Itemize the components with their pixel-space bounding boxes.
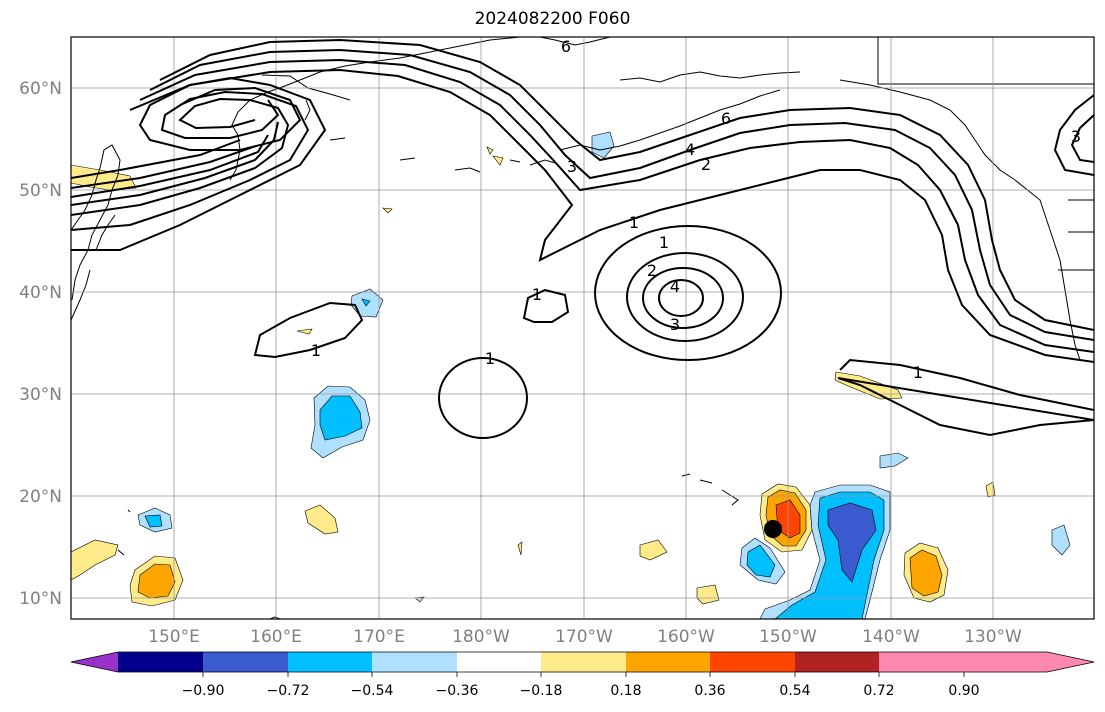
colorbar-tick-label: 0.54 [779,683,810,699]
lon-label: 160°E [250,627,302,647]
lon-label: 150°E [148,627,200,647]
colorbar-segment [288,652,372,672]
lon-label: 130°W [964,627,1022,647]
lon-label: 170°E [353,627,405,647]
colorbar-segment [879,652,964,672]
colorbar-segment [626,652,710,672]
colorbar-tick-label: −0.72 [267,683,310,699]
storm-center-marker [764,520,782,538]
map-title: 2024082200 F060 [474,9,631,29]
colorbar-segment [203,652,288,672]
lon-label: 160°W [657,627,715,647]
colorbar-segment [457,652,541,672]
lon-label: 140°W [862,627,920,647]
lat-label: 10°N [19,589,62,609]
contour-label: 2 [647,261,657,280]
contour-label: 6 [721,109,731,128]
lon-label: 170°W [555,627,613,647]
map-frame-bg [71,37,1094,619]
lon-label: 150°W [759,627,817,647]
colorbar-segment [795,652,879,672]
colorbar-tick-label: −0.18 [520,683,563,699]
contour-label: 1 [913,363,923,382]
contour-label: 3 [670,315,680,334]
contour-lines [71,38,1094,439]
contour-label: 3 [1071,127,1081,146]
colorbar-tick-label: 0.18 [610,683,641,699]
lat-label: 60°N [19,79,62,99]
colorbar-extend-low [71,652,118,672]
contour-label: 4 [685,140,695,159]
map-frame [70,36,1095,620]
lon-labels: 150°E 160°E 170°E 180°W 170°W 160°W 150°… [148,627,1022,647]
colorbar-outline [70,651,1095,673]
anomaly-fill [71,131,1071,619]
colorbar: −0.90 −0.72 −0.54 −0.36 −0.18 0.18 0.36 … [70,651,1095,699]
contour-label: 4 [670,277,680,296]
colorbar-segment [118,652,203,672]
coastlines [71,37,1094,619]
contour-label: 1 [485,349,495,368]
lat-label: 30°N [19,385,62,405]
contour-label: 1 [311,341,321,360]
colorbar-segment [541,652,626,672]
colorbar-tick-label: −0.90 [182,683,225,699]
lat-label: 50°N [19,181,62,201]
contour-label: 1 [659,233,669,252]
contour-label: 1 [532,285,542,304]
colorbar-ticks [202,672,965,677]
contour-label: 6 [561,37,571,56]
colorbar-extend-high [964,652,1094,672]
lon-label: 180°W [452,627,510,647]
lat-labels: 60°N 50°N 40°N 30°N 20°N 10°N [19,79,62,609]
map-layers: 6 3 4 2 1 1 2 4 3 1 1 1 6 3 1 [71,37,1094,619]
contour-label: 3 [567,157,577,176]
colorbar-tick-label: −0.36 [436,683,479,699]
colorbar-tick-label: 0.36 [694,683,725,699]
contour-label: 2 [701,155,711,174]
colorbar-tick-label: 0.72 [863,683,894,699]
contour-label: 1 [629,213,639,232]
lat-label: 40°N [19,283,62,303]
lat-label: 20°N [19,487,62,507]
contour-labels: 6 3 4 2 1 1 2 4 3 1 1 1 6 3 1 [311,37,1081,382]
colorbar-segment [710,652,795,672]
colorbar-segment [372,652,457,672]
colorbar-tick-label: 0.90 [948,683,979,699]
colorbar-tick-label: −0.54 [351,683,394,699]
